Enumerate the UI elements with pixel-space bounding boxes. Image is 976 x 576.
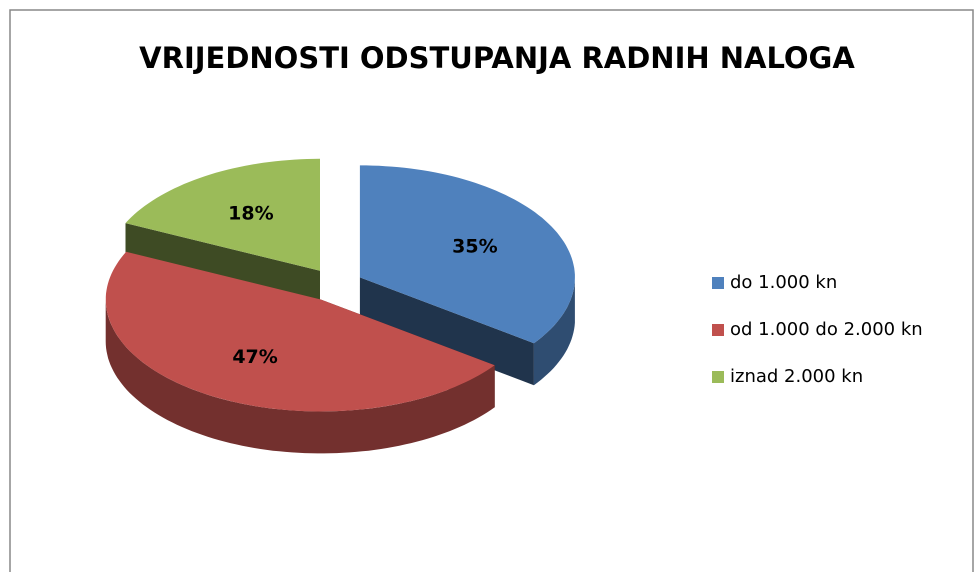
slice [359, 165, 575, 344]
chart-title: VRIJEDNOSTI ODSTUPANJA RADNIH NALOGA [139, 41, 855, 75]
slice [105, 251, 495, 412]
legend-label: do 1.000 kn [730, 272, 837, 293]
value-label: 18% [228, 203, 273, 225]
value-label: 47% [232, 346, 277, 368]
legend-label: iznad 2.000 kn [730, 366, 863, 387]
slice-side [533, 277, 575, 386]
slice-cut-face [359, 277, 534, 386]
slice-side [105, 299, 495, 454]
legend-swatch [712, 277, 724, 289]
legend-swatch [712, 324, 724, 336]
legend-label: od 1.000 do 2.000 kn [730, 319, 923, 340]
slice [125, 158, 320, 271]
value-label: 35% [452, 235, 497, 257]
legend-swatch [712, 371, 724, 383]
